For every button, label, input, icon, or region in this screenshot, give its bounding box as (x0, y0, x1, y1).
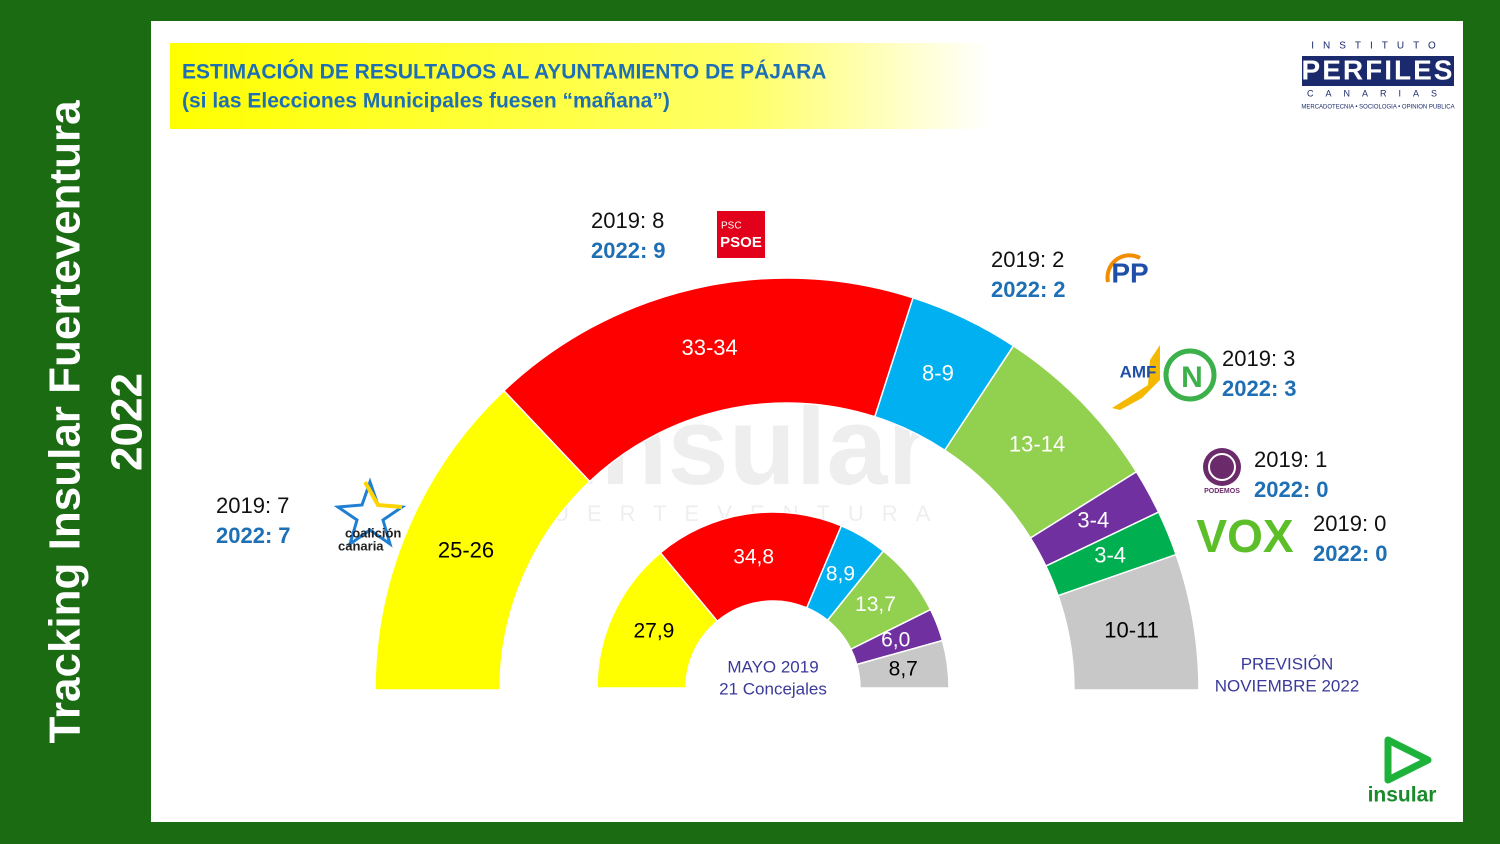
seats-2022: 2022: 0 (1313, 541, 1388, 566)
seat-value: 8 (652, 208, 664, 233)
chart-caption: NOVIEMBRE 2022 (1215, 676, 1360, 695)
side-title-line: Tracking Insular Fuerteventura (41, 100, 90, 744)
party-logo-text: N (1181, 361, 1203, 394)
value-label: 3-4 (1077, 508, 1109, 533)
value-label: 34,8 (733, 545, 774, 568)
party-logo-text: PSC (721, 221, 742, 232)
seat-value: 2 (1052, 247, 1064, 272)
value-label: 3-4 (1094, 543, 1126, 568)
value-label: 27,9 (633, 620, 674, 643)
psoe-logo (717, 211, 765, 258)
seat-value: 3 (1284, 376, 1296, 401)
chart-caption: PREVISIÓN (1241, 654, 1334, 673)
chart-caption: 21 Concejales (719, 679, 827, 698)
value-label: 33-34 (681, 335, 737, 360)
party-logo-text: PP (1111, 257, 1148, 288)
brand-logo: insular (1368, 736, 1437, 807)
party-logo-text: AMF (1120, 362, 1157, 381)
seat-value: 3 (1283, 346, 1295, 371)
logo-top: INSTITUTO (1311, 41, 1445, 52)
seat-label: 2022: (1313, 541, 1369, 566)
seat-label: 2019: (1313, 511, 1368, 536)
seats-2019: 2019: 0 (1313, 511, 1386, 536)
seats-2022: 2022: 0 (1254, 477, 1329, 502)
value-label: 10-11 (1104, 618, 1159, 643)
nc-circle (1163, 348, 1217, 402)
segment (659, 511, 843, 623)
seats-2019: 2019: 2 (991, 247, 1064, 272)
seat-label: 2022: (591, 238, 647, 263)
value-label: 13,7 (855, 593, 896, 616)
seat-value: 0 (1375, 541, 1387, 566)
logo-bottom: CANARIAS (1307, 88, 1449, 98)
brand-text: insular (1368, 784, 1437, 807)
seat-value: 7 (278, 523, 290, 548)
charts: 25-26 33-34 8-9 13-14 3-4 3-4 10-11 PREVISIÓN NO… (374, 277, 1360, 698)
seat-label: 2022: (216, 523, 272, 548)
value-label: 8-9 (922, 361, 954, 386)
institute-logo: INSTITUTO PERFILES CANARIAS MERCADOTECNI… (1301, 41, 1454, 111)
cc-accent (363, 481, 403, 509)
segment (855, 639, 950, 689)
value-label: 13-14 (1009, 432, 1065, 457)
segment (502, 277, 915, 483)
panel (151, 21, 1463, 822)
value-label: 25-26 (438, 538, 494, 563)
pp-arc (1105, 253, 1141, 283)
party-logo-text: PSOE (720, 234, 762, 251)
seat-label: 2019: (216, 493, 271, 518)
seats-2022: 2022: 7 (216, 523, 291, 548)
value-label: 8,7 (889, 658, 918, 681)
chart-caption: MAYO 2019 (727, 657, 818, 676)
seats-2019: 2019: 8 (591, 208, 664, 233)
header-box (170, 43, 990, 129)
party-logo-text: VOX (1196, 510, 1293, 562)
seats-2022: 2022: 9 (591, 238, 666, 263)
seat-value: 0 (1316, 477, 1328, 502)
party-logo-text: PODEMOS (1204, 488, 1240, 495)
party-logo-text: coalición (345, 525, 401, 540)
seat-value: 2 (1053, 277, 1065, 302)
seat-value: 7 (277, 493, 289, 518)
seats-2019: 2019: 1 (1254, 447, 1327, 472)
podemos-ring (1208, 453, 1236, 481)
side-title: Tracking Insular Fuerteventura 2022 (41, 100, 152, 744)
seats-2019: 2019: 7 (216, 493, 289, 518)
amf-island (1112, 345, 1160, 410)
seat-label: 2019: (1254, 447, 1309, 472)
value-label: 6,0 (881, 628, 910, 651)
seats-2022: 2022: 2 (991, 277, 1066, 302)
seat-label: 2019: (991, 247, 1046, 272)
seat-label: 2022: (991, 277, 1047, 302)
brand-icon (1384, 736, 1432, 784)
seat-label: 2019: (591, 208, 646, 233)
side-title-line: 2022 (103, 373, 152, 471)
seat-label: 2022: (1254, 477, 1310, 502)
seats-2019: 2019: 3 (1222, 346, 1295, 371)
seat-value: 0 (1374, 511, 1386, 536)
logo-name: PERFILES (1302, 54, 1455, 85)
party-logo-text: canaria (338, 538, 384, 553)
logo-box (1302, 56, 1454, 86)
seat-value: 9 (653, 238, 665, 263)
seat-label: 2019: (1222, 346, 1277, 371)
header-title: ESTIMACIÓN DE RESULTADOS AL AYUNTAMIENTO… (182, 60, 826, 84)
value-label: 8,9 (826, 563, 855, 586)
header-subtitle: (si las Elecciones Municipales fuesen “m… (182, 90, 670, 113)
logo-tagline: MERCADOTECNIA • SOCIOLOGIA • OPINION PUB… (1301, 105, 1454, 111)
segment (1057, 553, 1200, 691)
seat-label: 2022: (1222, 376, 1278, 401)
seats-2022: 2022: 3 (1222, 376, 1297, 401)
seat-value: 1 (1315, 447, 1327, 472)
